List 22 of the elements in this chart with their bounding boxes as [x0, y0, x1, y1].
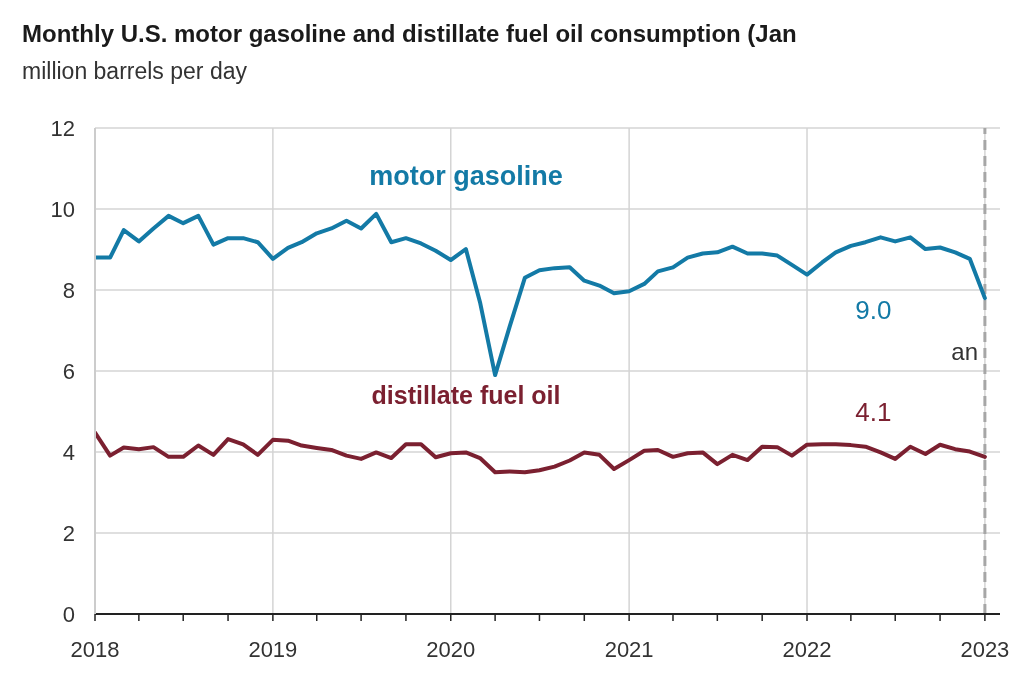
series-label: motor gasoline	[369, 160, 563, 192]
line-series	[95, 211, 987, 378]
y-tick-label: 2	[62, 520, 75, 546]
y-tick-label: 6	[62, 358, 75, 384]
y-tick-label: 10	[50, 196, 75, 222]
line-series	[95, 430, 987, 475]
chart-title: Monthly U.S. motor gasoline and distillate fuel oil consumption (Jan	[22, 20, 797, 48]
y-tick-label: 8	[62, 277, 75, 303]
y-tick-label: 4	[62, 439, 75, 465]
x-tick-label: 2021	[604, 636, 654, 662]
annotation: 4.1	[855, 396, 892, 428]
x-tick-label: 2022	[782, 636, 832, 662]
x-tick-label: 2020	[426, 636, 476, 662]
annotation: an	[951, 337, 978, 366]
x-tick-label: 2023	[960, 636, 1010, 662]
x-tick-label: 2018	[70, 636, 120, 662]
x-tick-label: 2019	[248, 636, 298, 662]
y-tick-label: 12	[50, 115, 75, 141]
annotation: 9.0	[855, 294, 892, 326]
series-label: distillate fuel oil	[371, 380, 561, 410]
chart-subtitle: million barrels per day	[22, 58, 247, 85]
y-tick-label: 0	[62, 601, 75, 627]
